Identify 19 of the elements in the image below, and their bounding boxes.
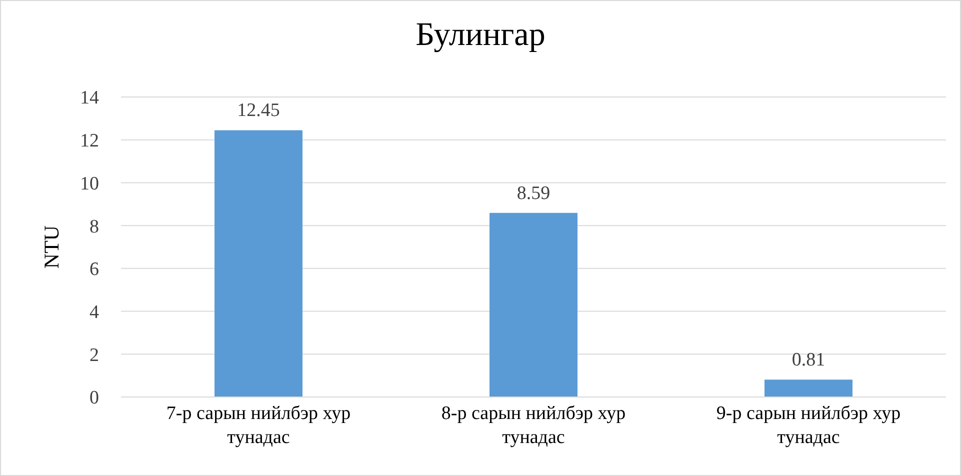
x-tick-label: 9-р сарын нийлбэр хур тунадас [716,403,901,448]
y-axis-title: NTU [39,225,64,269]
y-tick-label: 4 [90,302,100,324]
y-tick-label: 12 [80,130,99,152]
y-tick-label: 2 [90,344,99,366]
bar [214,130,302,397]
x-tick-label: 8-р сарын нийлбэр хур тунадас [441,403,626,448]
y-tick-label: 0 [90,388,99,409]
chart-title: Булингар [414,17,546,54]
y-tick-label: 10 [80,173,99,194]
bar [764,380,852,397]
data-label: 12.45 [237,100,280,122]
y-tick-label: 14 [80,88,100,109]
data-label: 8.59 [516,182,550,204]
bar [490,212,578,397]
data-label: 0.81 [792,350,826,371]
y-tick-label: 6 [90,259,99,280]
x-tick-label: 7-р сарын нийлбэр хур тунадас [166,403,351,448]
y-tick-label: 8 [90,216,99,238]
